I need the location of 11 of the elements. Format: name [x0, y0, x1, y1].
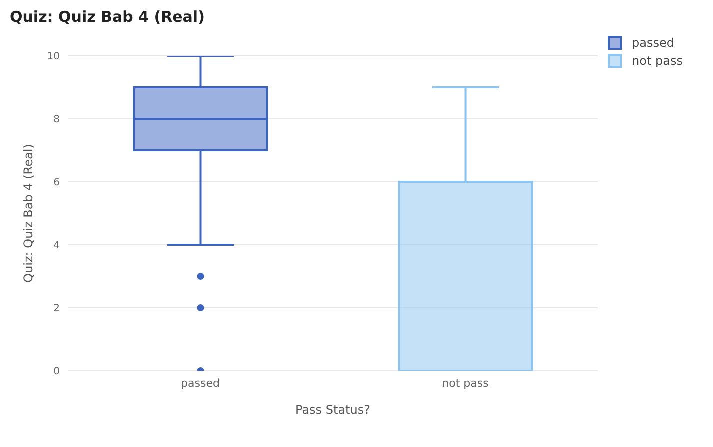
y-tick-label: 2	[54, 304, 60, 315]
x-axis-title: Pass Status?	[296, 403, 370, 417]
legend-label: not pass	[632, 54, 683, 68]
y-tick-label: 10	[47, 52, 60, 63]
chart-title: Quiz: Quiz Bab 4 (Real)	[10, 8, 206, 28]
y-axis-title: Quiz: Quiz Bab 4 (Real)	[21, 144, 36, 283]
y-tick-label: 6	[54, 178, 60, 189]
y-tick-label: 8	[54, 114, 60, 126]
y-tick-label: 4	[54, 240, 60, 252]
legend-label: passed	[632, 36, 674, 50]
y-tick-label: 0	[54, 366, 60, 378]
